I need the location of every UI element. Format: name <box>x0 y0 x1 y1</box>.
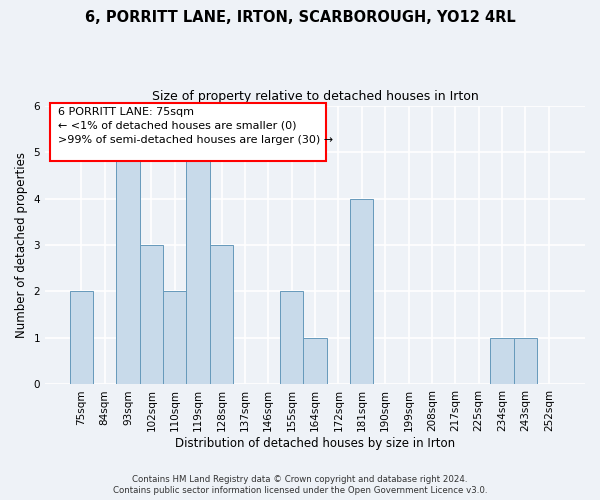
Bar <box>140 245 163 384</box>
Bar <box>187 152 210 384</box>
Text: 6, PORRITT LANE, IRTON, SCARBOROUGH, YO12 4RL: 6, PORRITT LANE, IRTON, SCARBOROUGH, YO1… <box>85 10 515 25</box>
Bar <box>116 152 140 384</box>
Text: Contains public sector information licensed under the Open Government Licence v3: Contains public sector information licen… <box>113 486 487 495</box>
Text: 6 PORRITT LANE: 75sqm
← <1% of detached houses are smaller (0)
>99% of semi-deta: 6 PORRITT LANE: 75sqm ← <1% of detached … <box>58 107 333 145</box>
Text: Contains HM Land Registry data © Crown copyright and database right 2024.: Contains HM Land Registry data © Crown c… <box>132 475 468 484</box>
Bar <box>350 198 373 384</box>
Bar <box>514 338 537 384</box>
Bar <box>70 292 93 384</box>
Bar <box>490 338 514 384</box>
Y-axis label: Number of detached properties: Number of detached properties <box>15 152 28 338</box>
Bar <box>210 245 233 384</box>
Bar <box>280 292 304 384</box>
X-axis label: Distribution of detached houses by size in Irton: Distribution of detached houses by size … <box>175 437 455 450</box>
Bar <box>163 292 187 384</box>
Title: Size of property relative to detached houses in Irton: Size of property relative to detached ho… <box>152 90 478 103</box>
Bar <box>304 338 327 384</box>
